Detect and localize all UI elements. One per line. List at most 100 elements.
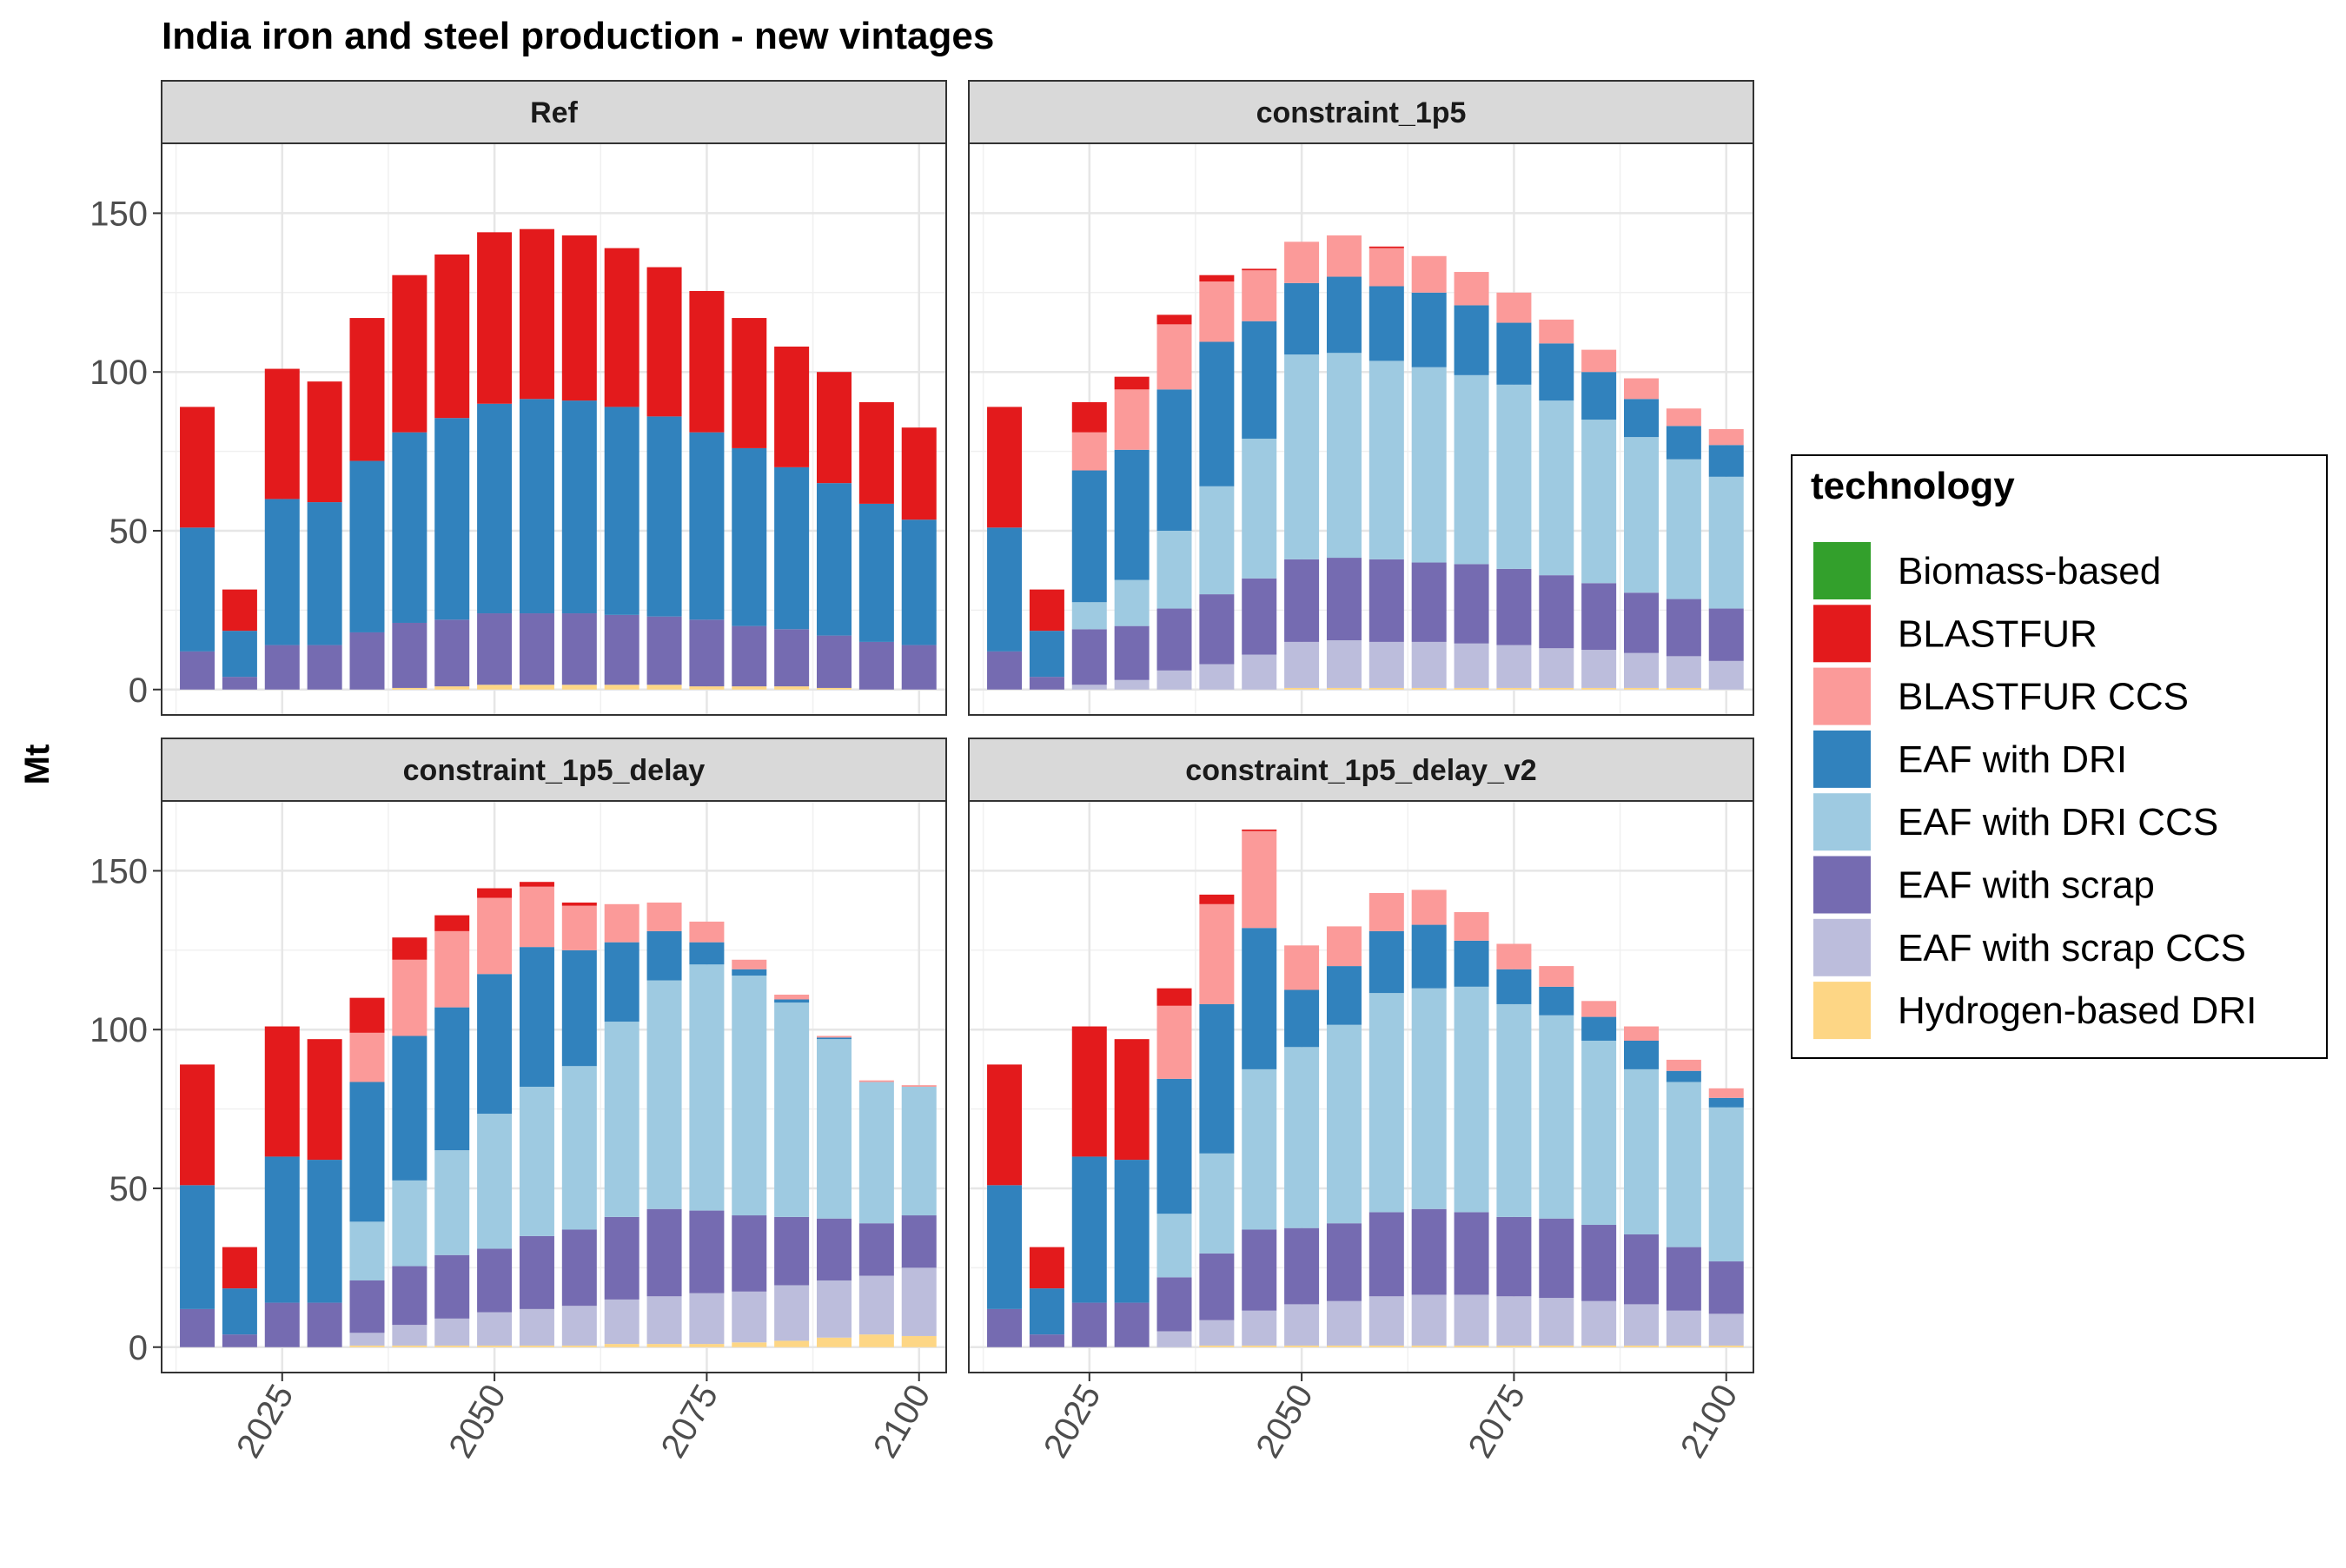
bar-segment-eaf-with-dri [434, 1007, 470, 1151]
bar-segment-eaf-with-dri [858, 503, 894, 642]
bar-segment-eaf-with-scrap [1666, 1247, 1701, 1311]
bar-segment-eaf-with-dri [434, 418, 470, 620]
legend-label: EAF with scrap CCS [1898, 927, 2246, 969]
bar-segment-eaf-with-dri [1368, 930, 1404, 994]
bar-segment-eaf-with-scrap [1708, 608, 1744, 661]
bars [987, 235, 1744, 690]
bar-segment-eaf-with-dri [732, 969, 767, 976]
bar-segment-eaf-with-dri [1454, 305, 1489, 375]
panel-border [968, 800, 1754, 1373]
bar-segment-eaf-with-dri [987, 527, 1023, 652]
bar-segment-eaf-with-scrap [1242, 1229, 1277, 1311]
x-tick-label: 2100 [866, 1379, 938, 1465]
bar-segment-eaf-with-scrap [519, 1235, 554, 1309]
bar-segment-eaf-with-scrap [774, 1216, 810, 1286]
bar-segment-eaf-with-scrap [1284, 559, 1320, 642]
bar-segment-blastfur [987, 407, 1023, 528]
bar-segment-blastfur-ccs [561, 905, 597, 950]
bar-segment-blastfur-ccs [732, 959, 767, 969]
bar-segment-eaf-with-scrap-ccs [732, 1291, 767, 1343]
bar-segment-eaf-with-scrap-ccs [519, 1308, 554, 1346]
bar-segment-eaf-with-dri-ccs [1708, 1107, 1744, 1262]
bar-segment-blastfur [1114, 1039, 1150, 1161]
bar-segment-eaf-with-dri [1029, 1288, 1064, 1335]
bar-segment-eaf-with-scrap [1539, 1218, 1574, 1299]
bar-segment-blastfur-ccs [1242, 270, 1277, 321]
legend-label: EAF with scrap [1898, 864, 2155, 907]
bar-segment-blastfur-ccs [1666, 1059, 1701, 1071]
bar-segment-eaf-with-scrap-ccs [1156, 670, 1192, 690]
bar-segment-blastfur-ccs [1368, 893, 1404, 931]
bar-segment-eaf-with-scrap-ccs [477, 1312, 513, 1346]
bar-segment-blastfur [774, 346, 810, 467]
bar-segment-eaf-with-scrap [1454, 1212, 1489, 1295]
bar-segment-hydrogen-based-dri [1454, 687, 1489, 690]
bar-segment-blastfur-ccs [1326, 235, 1362, 277]
legend-swatch [1813, 605, 1871, 663]
bar-segment-eaf-with-scrap-ccs [1326, 1300, 1362, 1346]
legend-swatch [1813, 793, 1871, 851]
bar-segment-eaf-with-scrap [1156, 1277, 1192, 1332]
bar-segment-blastfur [1071, 1026, 1107, 1157]
bar-segment-blastfur [392, 275, 427, 433]
bar-segment-blastfur-ccs [1199, 281, 1235, 342]
legend-item-eaf-with-dri: EAF with DRI [1813, 730, 2127, 788]
bar-segment-blastfur-ccs [1284, 241, 1320, 283]
legend-swatch [1813, 667, 1871, 725]
bar-segment-eaf-with-scrap-ccs [1539, 648, 1574, 688]
legend-box [1791, 454, 2328, 1059]
legend-item-hydrogen-based-dri: Hydrogen-based DRI [1813, 982, 2257, 1040]
bar-segment-hydrogen-based-dri [1368, 687, 1404, 690]
legend-swatch [1813, 730, 1871, 788]
bar-segment-hydrogen-based-dri [1242, 1345, 1277, 1347]
bar-segment-eaf-with-scrap [817, 1218, 852, 1280]
bar-segment-blastfur-ccs [1284, 945, 1320, 990]
bar-segment-eaf-with-dri [1199, 341, 1235, 486]
bar-segment-eaf-with-dri-ccs [604, 1022, 640, 1217]
bar-segment-eaf-with-dri-ccs [1496, 1003, 1532, 1217]
bar-segment-eaf-with-dri-ccs [1199, 1153, 1235, 1254]
bar-segment-hydrogen-based-dri [1539, 687, 1574, 690]
bar-segment-hydrogen-based-dri [732, 1342, 767, 1347]
bar-segment-eaf-with-scrap [477, 613, 513, 685]
bar-segment-eaf-with-scrap [732, 1215, 767, 1292]
bar-segment-hydrogen-based-dri [1199, 1345, 1235, 1347]
bar-segment-blastfur-ccs [477, 897, 513, 975]
bar-segment-blastfur-ccs [1581, 1001, 1617, 1017]
bar-segment-eaf-with-dri [392, 432, 427, 623]
bar-segment-blastfur [858, 401, 894, 504]
bar-segment-eaf-with-dri [901, 519, 937, 645]
bar-segment-eaf-with-scrap-ccs [817, 1280, 852, 1338]
x-tick-label: 2025 [1037, 1379, 1109, 1465]
bar-segment-hydrogen-based-dri [392, 687, 427, 690]
bar-segment-hydrogen-based-dri [477, 685, 513, 690]
legend-swatch [1813, 918, 1871, 976]
bar-segment-eaf-with-dri [1539, 343, 1574, 401]
bar-segment-hydrogen-based-dri [817, 1337, 852, 1347]
bar-segment-eaf-with-dri [1496, 322, 1532, 385]
bar-segment-eaf-with-scrap [1581, 583, 1617, 651]
bar-segment-hydrogen-based-dri [1284, 1345, 1320, 1347]
bar-segment-blastfur [561, 235, 597, 401]
bar-segment-eaf-with-scrap [1029, 1334, 1064, 1347]
bar-segment-eaf-with-dri [180, 1185, 215, 1309]
bar-segment-hydrogen-based-dri [434, 686, 470, 690]
bar-segment-eaf-with-dri [1581, 372, 1617, 420]
bar-segment-eaf-with-scrap [180, 651, 215, 690]
bar-segment-eaf-with-scrap-ccs [604, 1299, 640, 1345]
bar-segment-eaf-with-scrap [307, 1302, 342, 1347]
bar-segment-eaf-with-scrap [987, 651, 1023, 690]
bar-segment-eaf-with-dri [264, 499, 300, 645]
bar-segment-eaf-with-scrap-ccs [1539, 1298, 1574, 1346]
bar-segment-eaf-with-scrap-ccs [901, 1267, 937, 1336]
bar-segment-eaf-with-scrap [604, 1216, 640, 1300]
bar-segment-eaf-with-dri-ccs [1411, 367, 1447, 563]
bar-segment-eaf-with-dri-ccs [1581, 420, 1617, 584]
bar-segment-eaf-with-scrap-ccs [1666, 1310, 1701, 1346]
bar-segment-hydrogen-based-dri [519, 1345, 554, 1347]
bar-segment-eaf-with-dri [1666, 1070, 1701, 1082]
bar-segment-eaf-with-scrap-ccs [774, 1285, 810, 1341]
bar-segment-eaf-with-dri-ccs [858, 1082, 894, 1224]
bar-segment-blastfur [987, 1064, 1023, 1186]
legend-item-eaf-with-scrap: EAF with scrap [1813, 856, 2155, 914]
